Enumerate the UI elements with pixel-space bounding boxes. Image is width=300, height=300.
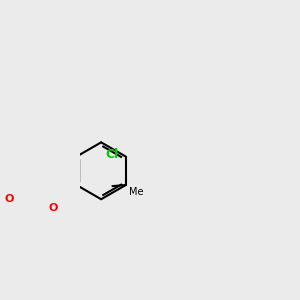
- Text: O: O: [5, 194, 14, 204]
- Text: O: O: [48, 202, 58, 212]
- Text: Me: Me: [129, 187, 143, 197]
- Text: Cl: Cl: [105, 148, 118, 161]
